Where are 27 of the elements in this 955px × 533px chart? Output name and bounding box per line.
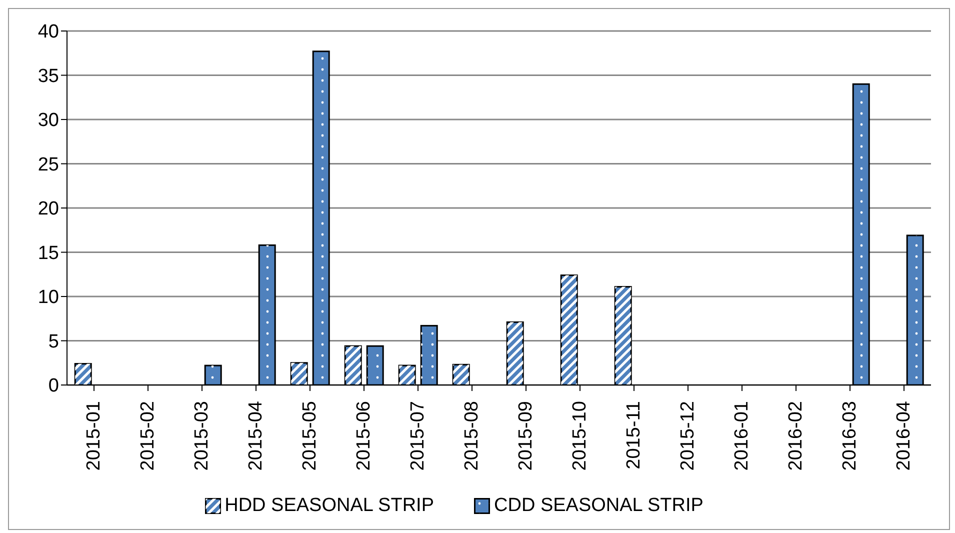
- x-tick-label: 2016-02: [786, 401, 806, 471]
- y-tick-label: 25: [38, 154, 59, 176]
- y-tick-label: 15: [38, 242, 59, 264]
- y-tick-label: 40: [38, 22, 59, 43]
- x-tick-label: 2015-12: [678, 401, 698, 471]
- x-tick-label: 2015-01: [84, 401, 104, 471]
- x-tick-label: 2015-07: [408, 401, 428, 471]
- legend-label: CDD SEASONAL STRIP: [493, 495, 704, 516]
- x-tick-label: 2015-06: [354, 401, 374, 471]
- y-tick-label: 10: [38, 287, 59, 308]
- x-tick-label: 2015-08: [462, 401, 482, 471]
- y-tick-label: 5: [48, 331, 59, 352]
- x-tick-label: 2016-04: [894, 400, 914, 471]
- y-tick-label: 0: [48, 376, 59, 397]
- legend-label: HDD SEASONAL STRIP: [224, 495, 434, 516]
- x-tick-label: 2015-02: [138, 401, 158, 471]
- x-tick-label: 2015-09: [516, 401, 536, 471]
- x-tick-label: 2015-04: [246, 400, 266, 471]
- x-tick-label: 2015-05: [300, 401, 320, 471]
- y-tick-label: 30: [38, 110, 59, 132]
- x-tick-label: 2016-01: [732, 401, 752, 471]
- x-tick-label: 2015-11: [624, 401, 644, 470]
- x-tick-label: 2016-03: [840, 401, 860, 471]
- x-tick-label: 2015-03: [192, 401, 212, 471]
- x-tick-label: 2015-10: [570, 401, 590, 471]
- y-tick-label: 35: [38, 66, 59, 87]
- y-tick-label: 20: [38, 198, 59, 220]
